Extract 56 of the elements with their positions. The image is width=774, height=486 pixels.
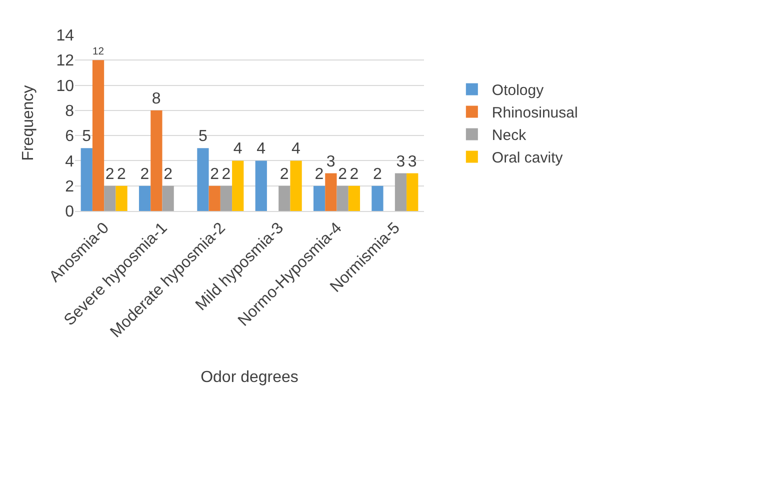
y-tick-label: 6 bbox=[65, 128, 74, 146]
y-tick-label: 8 bbox=[65, 103, 74, 120]
y-tick-label: 2 bbox=[65, 178, 74, 196]
y-tick-label: 12 bbox=[56, 52, 74, 70]
data-label: 2 bbox=[222, 166, 231, 183]
data-label: 2 bbox=[105, 166, 114, 183]
y-tick-label: 0 bbox=[65, 204, 74, 221]
bar bbox=[278, 186, 290, 211]
bar bbox=[255, 160, 267, 211]
data-label: 2 bbox=[117, 166, 126, 183]
legend-label: Rhinosinusal bbox=[492, 104, 578, 122]
data-label: 4 bbox=[292, 140, 301, 158]
data-label: 4 bbox=[256, 140, 266, 158]
data-label: 5 bbox=[198, 128, 208, 146]
data-label: 2 bbox=[314, 166, 324, 183]
bar bbox=[348, 186, 360, 211]
bar bbox=[162, 186, 174, 211]
bar bbox=[104, 186, 116, 211]
bar bbox=[150, 110, 162, 211]
y-tick-label: 10 bbox=[56, 78, 74, 95]
data-label: 2 bbox=[140, 166, 150, 183]
y-axis-title: Frequency bbox=[20, 85, 37, 161]
data-label: 2 bbox=[372, 166, 382, 183]
x-axis-title: Odor degrees bbox=[200, 368, 298, 386]
y-tick-label: 4 bbox=[65, 153, 74, 170]
bar bbox=[325, 173, 337, 211]
data-label: 3 bbox=[408, 153, 417, 170]
data-label: 2 bbox=[280, 166, 289, 183]
bar bbox=[394, 173, 407, 211]
bar bbox=[138, 186, 151, 211]
data-label: 12 bbox=[92, 46, 104, 58]
legend-label: Oral cavity bbox=[492, 150, 564, 167]
data-label: 2 bbox=[210, 166, 220, 183]
data-label: 2 bbox=[164, 166, 173, 183]
bar bbox=[80, 148, 92, 211]
data-label: 5 bbox=[82, 128, 92, 146]
bar bbox=[336, 186, 348, 211]
legend-label: Otology bbox=[492, 82, 544, 100]
data-label: 4 bbox=[233, 140, 242, 158]
bar bbox=[372, 186, 384, 211]
bar bbox=[208, 186, 220, 211]
bar bbox=[92, 60, 104, 211]
bar bbox=[313, 186, 326, 211]
bar bbox=[290, 160, 302, 211]
y-tick-label: 14 bbox=[56, 28, 74, 45]
data-label: 3 bbox=[396, 153, 406, 170]
data-label: 2 bbox=[338, 166, 348, 183]
data-label: 3 bbox=[326, 153, 336, 170]
legend-label: Neck bbox=[492, 127, 527, 144]
bar bbox=[116, 186, 128, 211]
bar bbox=[220, 186, 232, 211]
data-label: 8 bbox=[152, 90, 161, 108]
bar bbox=[406, 173, 418, 211]
bar bbox=[197, 148, 209, 211]
data-label: 2 bbox=[350, 166, 359, 183]
bar bbox=[232, 160, 244, 211]
